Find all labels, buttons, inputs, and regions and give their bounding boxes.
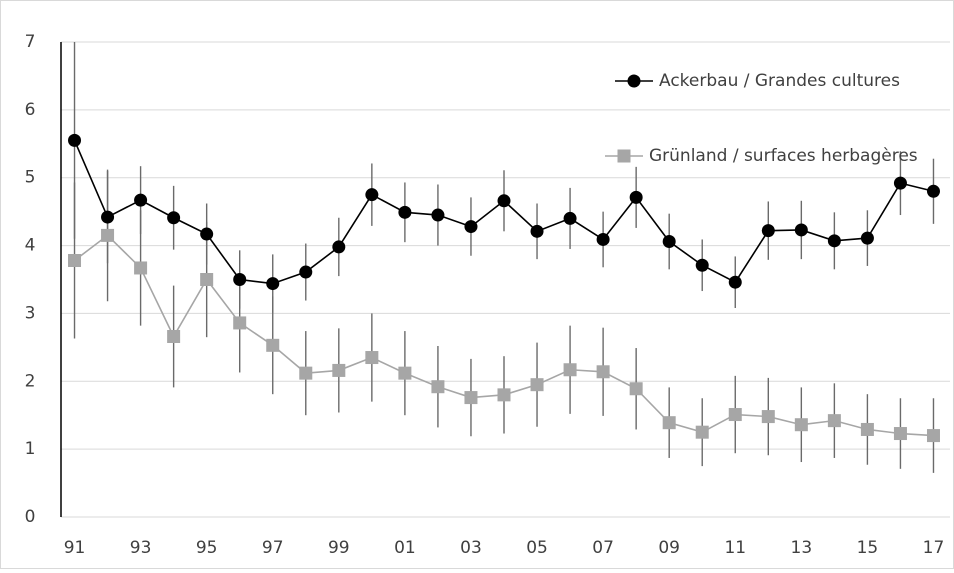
data-point xyxy=(233,316,247,330)
data-point xyxy=(332,240,346,254)
data-point xyxy=(728,275,742,289)
data-point xyxy=(365,188,379,202)
data-point xyxy=(794,418,808,432)
y-tick-label: 4 xyxy=(25,236,36,256)
data-point xyxy=(530,224,544,238)
data-point xyxy=(563,363,577,377)
x-tick-label: 95 xyxy=(196,538,218,558)
legend-marker xyxy=(627,74,641,88)
data-point xyxy=(464,220,478,234)
x-tick-label: 03 xyxy=(460,538,482,558)
data-point xyxy=(794,223,808,237)
x-tick-label: 91 xyxy=(64,538,86,558)
x-tick-label: 05 xyxy=(526,538,548,558)
data-point xyxy=(926,184,940,198)
data-point xyxy=(761,224,775,238)
data-point xyxy=(68,254,82,267)
data-point xyxy=(134,261,148,275)
y-tick-label: 7 xyxy=(25,32,36,52)
data-point xyxy=(563,211,577,225)
data-point xyxy=(695,425,709,439)
x-tick-label: 01 xyxy=(394,538,416,558)
x-tick-label: 13 xyxy=(791,538,813,558)
data-point xyxy=(497,388,511,402)
y-tick-label: 3 xyxy=(25,303,36,323)
data-point xyxy=(761,410,775,424)
data-point xyxy=(101,228,115,242)
data-point xyxy=(431,208,445,222)
data-point xyxy=(134,193,148,207)
data-point xyxy=(167,330,181,343)
y-tick-label: 2 xyxy=(25,371,36,391)
x-tick-label: 17 xyxy=(923,538,945,558)
data-point xyxy=(893,176,907,190)
data-point xyxy=(332,363,346,377)
data-point xyxy=(926,429,940,443)
legend-marker xyxy=(617,149,631,163)
data-point xyxy=(398,366,412,380)
data-point xyxy=(431,380,445,394)
data-point xyxy=(167,211,181,225)
data-point xyxy=(596,232,610,246)
data-point xyxy=(695,258,709,272)
data-point xyxy=(266,338,280,352)
data-point xyxy=(860,422,874,436)
data-point xyxy=(398,205,412,219)
data-point xyxy=(365,351,379,365)
x-tick-label: 09 xyxy=(658,538,680,558)
data-point xyxy=(497,194,511,208)
x-tick-label: 99 xyxy=(328,538,350,558)
y-tick-label: 5 xyxy=(25,168,36,188)
data-point xyxy=(728,408,742,422)
data-point xyxy=(662,416,676,430)
data-point xyxy=(101,210,115,224)
data-point xyxy=(827,234,841,248)
data-point xyxy=(629,190,643,204)
data-point xyxy=(233,273,247,286)
data-point xyxy=(629,382,643,396)
x-tick-label: 11 xyxy=(724,538,746,558)
y-tick-label: 1 xyxy=(25,439,36,459)
data-point xyxy=(200,227,214,241)
data-point xyxy=(860,231,874,245)
data-point xyxy=(596,365,610,379)
data-point xyxy=(827,414,841,428)
y-tick-label: 0 xyxy=(25,507,36,527)
data-point xyxy=(200,273,214,286)
data-point xyxy=(299,265,313,279)
legend-label: Ackerbau / Grandes cultures xyxy=(659,71,900,91)
legend-label: Grünland / surfaces herbagères xyxy=(649,146,918,166)
data-point xyxy=(68,133,82,147)
x-tick-label: 97 xyxy=(262,538,284,558)
data-point xyxy=(662,235,676,248)
x-tick-label: 07 xyxy=(592,538,614,558)
data-point xyxy=(464,391,478,405)
x-tick-label: 15 xyxy=(857,538,879,558)
data-point xyxy=(266,277,280,291)
x-tick-label: 93 xyxy=(130,538,152,558)
y-tick-label: 6 xyxy=(25,100,36,120)
data-point xyxy=(299,366,313,380)
data-point xyxy=(530,378,544,392)
plot-area xyxy=(68,42,940,473)
data-point xyxy=(893,427,907,441)
